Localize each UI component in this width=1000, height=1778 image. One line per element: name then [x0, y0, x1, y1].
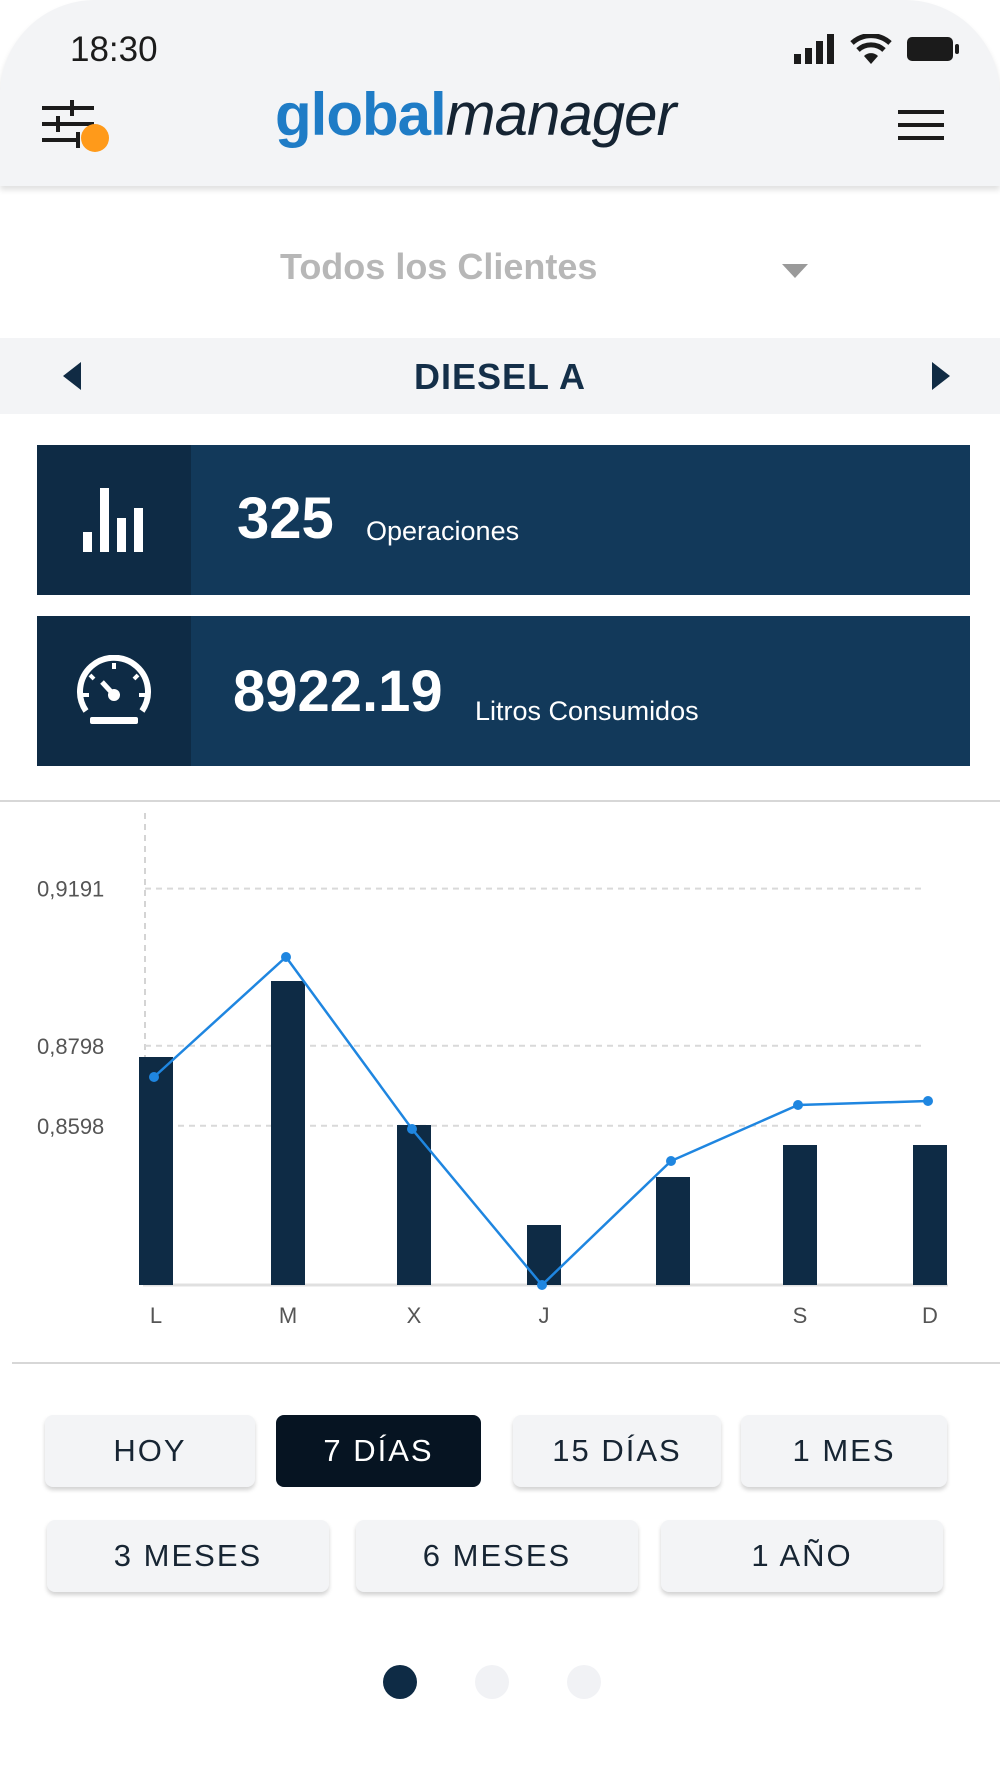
logo-part-manager: manager: [445, 81, 677, 148]
trend-point-0: [149, 1072, 159, 1082]
battery-icon: [907, 37, 959, 61]
bar-3: [527, 1225, 561, 1285]
range-button-1-row1[interactable]: 7 DÍAS: [276, 1415, 481, 1487]
page-dot-2[interactable]: [475, 1665, 509, 1699]
logo-part-global: global: [275, 81, 447, 148]
x-tick-label: D: [922, 1303, 938, 1328]
range-button-2-row2[interactable]: 1 AÑO: [661, 1520, 943, 1592]
filter-button[interactable]: [42, 98, 114, 156]
y-tick-label: 0,8598: [37, 1114, 104, 1139]
section-divider: [0, 800, 1000, 802]
hamburger-menu-icon: [898, 110, 944, 140]
trend-point-3: [537, 1280, 547, 1290]
liters-label: Litros Consumidos: [475, 696, 699, 726]
operations-value: 325: [237, 486, 334, 551]
status-icons: [794, 34, 960, 64]
x-tick-label: X: [407, 1303, 422, 1328]
signal-icon: [794, 34, 834, 64]
x-tick-label: M: [279, 1303, 297, 1328]
fuel-next-button[interactable]: [918, 354, 958, 398]
bar-chart-icon: [83, 488, 143, 552]
range-button-0-row2[interactable]: 3 MESES: [47, 1520, 329, 1592]
app-logo: globalmanager: [275, 80, 677, 150]
trend-point-6: [923, 1096, 933, 1106]
bar-2: [397, 1125, 431, 1285]
weekly-chart: 0,9191 0,8798 0,8598 L M X J S D: [37, 813, 948, 1328]
range-button-2-row1[interactable]: 15 DÍAS: [513, 1415, 721, 1487]
menu-button[interactable]: [898, 108, 946, 144]
trend-point-4: [666, 1156, 676, 1166]
fuel-selector: DIESEL A: [0, 338, 1000, 414]
bar-1: [271, 981, 305, 1285]
fuel-prev-button[interactable]: [55, 354, 95, 398]
y-tick-label: 0,8798: [37, 1034, 104, 1059]
client-select-value: Todos los Clientes: [280, 246, 598, 287]
fuel-name: DIESEL A: [413, 356, 587, 397]
operations-icon-box: [37, 445, 191, 595]
page-indicator: [0, 1665, 1000, 1699]
x-tick-label: L: [150, 1303, 162, 1328]
chevron-down-icon: [782, 264, 808, 278]
bar-5: [783, 1145, 817, 1285]
x-tick-label: S: [793, 1303, 808, 1328]
operations-label: Operaciones: [366, 516, 520, 546]
chart-divider: [12, 1362, 1000, 1364]
speedometer-icon: [77, 655, 151, 724]
bar-4: [656, 1177, 690, 1285]
app-header: 18:30 globalmanager: [0, 0, 1000, 186]
page-dot-3[interactable]: [567, 1665, 601, 1699]
sliders-icon: [42, 100, 109, 152]
client-select[interactable]: Todos los Clientes: [260, 240, 820, 300]
trend-point-2: [407, 1124, 417, 1134]
filter-badge: [81, 124, 109, 152]
bar-0: [139, 1057, 173, 1285]
trend-point-5: [793, 1100, 803, 1110]
x-tick-label: J: [539, 1303, 550, 1328]
liters-icon-box: [37, 616, 191, 766]
trend-point-1: [281, 952, 291, 962]
liters-value: 8922.19: [233, 659, 443, 724]
bar-6: [913, 1145, 947, 1285]
page-dot-1[interactable]: [383, 1665, 417, 1699]
wifi-icon: [850, 34, 892, 64]
operations-card: 325 Operaciones: [37, 445, 970, 595]
y-tick-label: 0,9191: [37, 877, 104, 902]
range-button-1-row2[interactable]: 6 MESES: [356, 1520, 638, 1592]
range-button-0-row1[interactable]: HOY: [45, 1415, 255, 1487]
liters-card: 8922.19 Litros Consumidos: [37, 616, 970, 766]
status-time: 18:30: [70, 30, 158, 69]
range-button-3-row1[interactable]: 1 MES: [741, 1415, 947, 1487]
